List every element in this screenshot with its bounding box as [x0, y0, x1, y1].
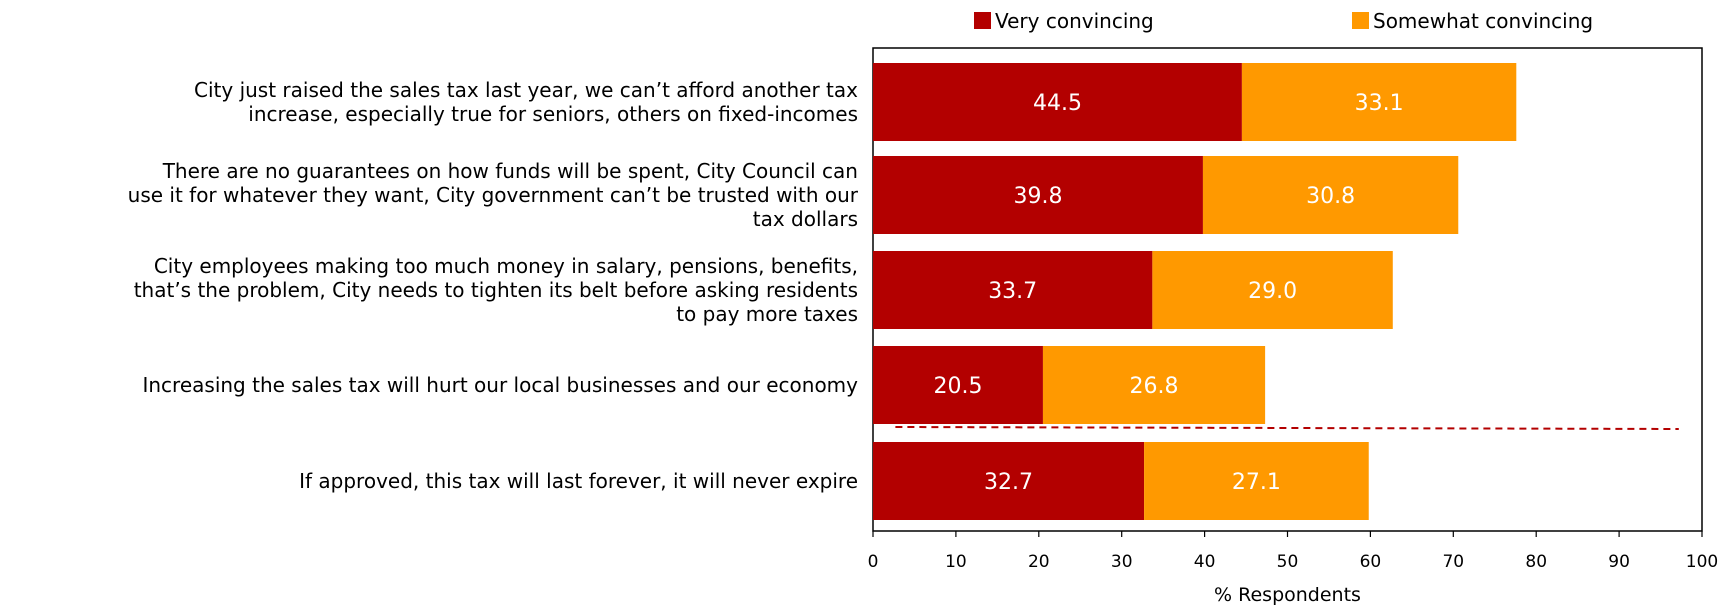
x-tick-label: 90 [1608, 552, 1630, 572]
x-axis-title: % Respondents [1214, 584, 1361, 606]
bar-very-convincing-2 [873, 156, 1203, 234]
x-tick-label: 10 [945, 552, 967, 572]
legend: Very convincing Somewhat convincing [974, 9, 1593, 33]
bar-data-label: 30.8 [1306, 184, 1355, 209]
x-axis: 0 10 20 30 40 50 60 70 80 90 100 [868, 531, 1718, 572]
x-tick-label: 80 [1525, 552, 1547, 572]
bar-data-label: 33.1 [1355, 91, 1404, 116]
x-tick-label: 50 [1277, 552, 1299, 572]
separator-dashed-line [895, 426, 1679, 430]
legend-label-somewhat-convincing: Somewhat convincing [1373, 9, 1593, 33]
category-label-line: use it for whatever they want, City gove… [128, 183, 859, 207]
x-tick-label: 20 [1028, 552, 1050, 572]
category-label-line: increase, especially true for seniors, o… [248, 102, 858, 126]
bar-somewhat-convincing-3 [1152, 251, 1393, 329]
separator-group [895, 426, 1679, 430]
bar-very-convincing-5 [873, 442, 1145, 520]
legend-label-very-convincing: Very convincing [995, 9, 1154, 33]
bar-somewhat-convincing-5 [1144, 442, 1369, 520]
bar-very-convincing-4 [873, 346, 1043, 424]
bar-data-label: 39.8 [1013, 184, 1062, 209]
category-label-line: Increasing the sales tax will hurt our l… [142, 373, 858, 397]
category-label-line: If approved, this tax will last forever,… [299, 469, 858, 493]
bar-data-label: 26.8 [1130, 374, 1179, 399]
bar-very-convincing-1 [873, 63, 1242, 141]
category-label-line: that’s the problem, City needs to tighte… [134, 278, 858, 302]
bars-group: 44.5 33.1 39.8 30.8 33.7 29.0 20.5 26.8 32.7 27.1 [873, 63, 1517, 520]
category-label-line: tax dollars [753, 207, 858, 231]
category-label-line: There are no guarantees on how funds wil… [162, 159, 858, 183]
x-tick-label: 0 [868, 552, 879, 572]
bar-data-label: 32.7 [984, 470, 1033, 495]
legend-swatch-somewhat-convincing [1352, 12, 1369, 29]
legend-swatch-very-convincing [974, 12, 991, 29]
x-tick-label: 40 [1194, 552, 1216, 572]
bar-somewhat-convincing-4 [1042, 346, 1266, 424]
x-tick-label: 30 [1111, 552, 1133, 572]
x-tick-label: 60 [1360, 552, 1382, 572]
bar-data-label: 44.5 [1033, 91, 1082, 116]
bar-data-label: 33.7 [988, 279, 1037, 304]
category-label-line: City just raised the sales tax last year… [194, 78, 858, 102]
bar-somewhat-convincing-2 [1202, 156, 1459, 234]
x-tick-label: 70 [1442, 552, 1464, 572]
category-label-line: to pay more taxes [676, 302, 858, 326]
category-label-line: City employees making too much money in … [154, 254, 858, 278]
bar-data-label: 27.1 [1232, 470, 1281, 495]
bar-somewhat-convincing-1 [1241, 63, 1517, 141]
bar-very-convincing-3 [873, 251, 1153, 329]
category-labels: City just raised the sales tax last year… [128, 78, 859, 493]
x-tick-label: 100 [1686, 552, 1718, 572]
bar-data-label: 20.5 [933, 374, 982, 399]
bar-data-label: 29.0 [1248, 279, 1297, 304]
